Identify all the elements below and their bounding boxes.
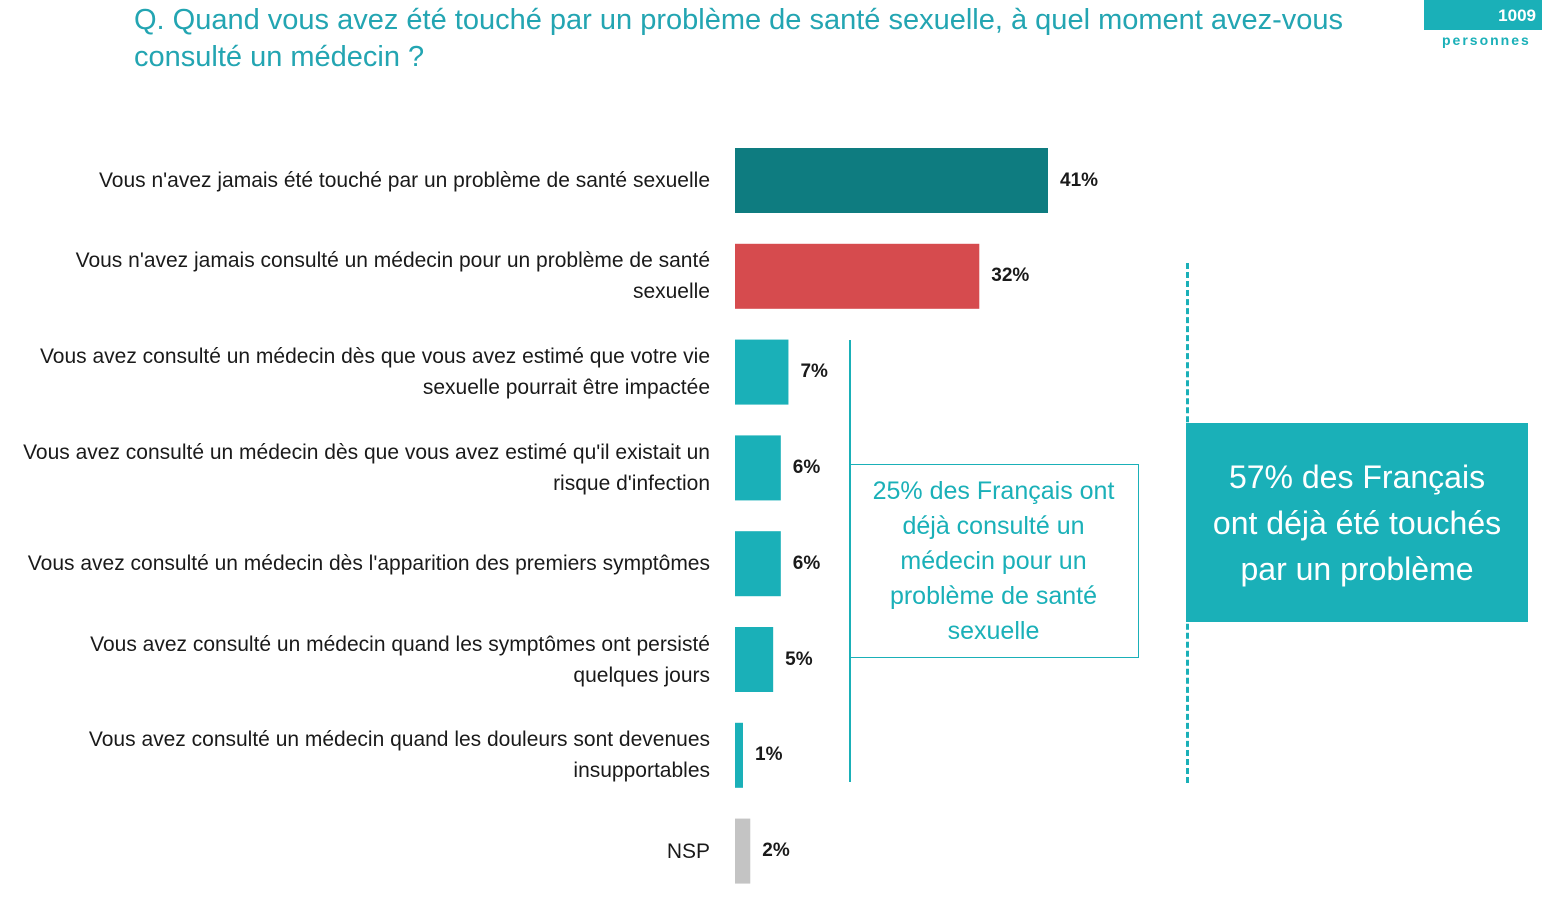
value-label: 1% [755,744,783,766]
category-label: Vous avez consulté un médecin quand les … [90,632,710,687]
bar [735,722,743,788]
bar [735,148,1048,213]
consulted-callout: 25% des Français ont déjà consulté un mé… [849,464,1139,658]
bar [735,531,781,597]
question-title: Q. Quand vous avez été touché par un pro… [134,4,1344,73]
value-label: 7% [800,361,828,383]
bar [735,818,751,884]
category-label: Vous n'avez jamais consulté un médecin p… [75,249,710,304]
value-label: 41% [1060,169,1099,191]
category-label: Vous avez consulté un médecin dès que vo… [39,345,710,400]
value-label: 6% [792,456,821,478]
bar [735,435,781,501]
category-label: Vous n'avez jamais été touché par un pro… [98,169,710,192]
bar [735,627,774,692]
bar [735,243,980,309]
value-label: 5% [785,648,813,670]
sample-unit: personnes [1442,32,1531,48]
sample-count: 1009 [1498,6,1536,25]
consulted-bracket-line [849,340,851,782]
category-label: Vous avez consulté un médecin quand les … [88,728,710,783]
badge-box: 1009 [1424,0,1542,30]
category-label: Vous avez consulté un médecin dès l'appa… [27,552,710,576]
bar [735,339,789,405]
category-label: Vous avez consulté un médecin dès que vo… [23,440,710,495]
value-label: 32% [991,265,1030,287]
category-label: NSP [666,839,710,863]
value-label: 6% [792,552,821,574]
sample-size-badge: 1009 personnes [1424,0,1542,48]
affected-callout: 57% des Français ont déjà été touchés pa… [1186,423,1528,622]
value-label: 2% [762,840,790,862]
